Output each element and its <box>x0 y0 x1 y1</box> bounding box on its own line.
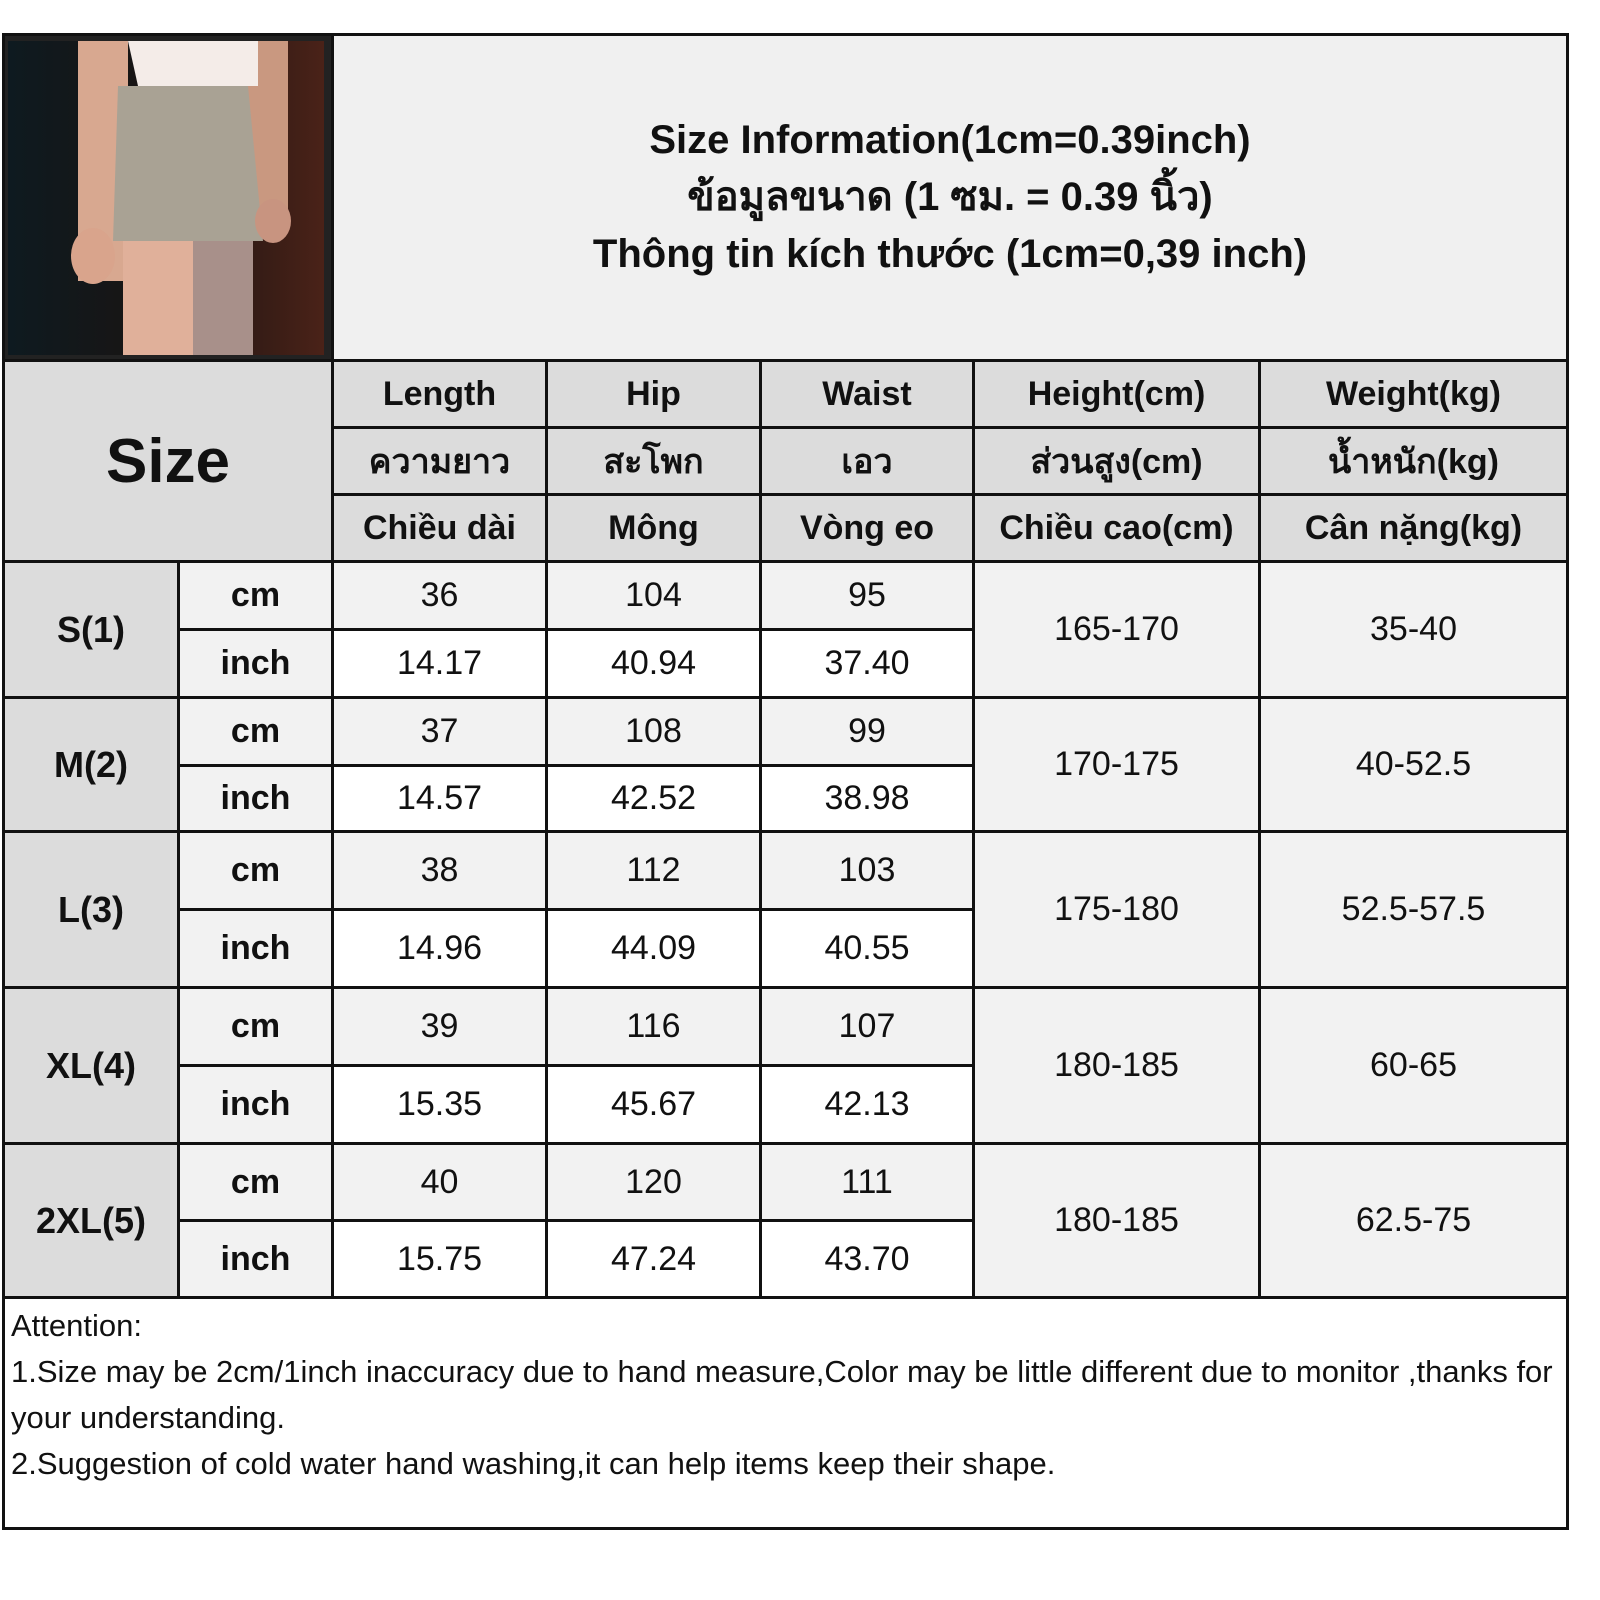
header-length-en: Length <box>331 359 548 429</box>
shorts-model-image <box>8 40 324 355</box>
size-header: Size <box>2 359 334 563</box>
header-height-vi: Chiều cao(cm) <box>972 493 1261 563</box>
unit-cm: cm <box>177 696 334 767</box>
hip-cm: 120 <box>545 1142 762 1222</box>
header-hip-th: สะโพก <box>545 426 762 496</box>
waist-cm: 111 <box>759 1142 975 1222</box>
waist-inch: 40.55 <box>759 908 975 989</box>
length-cm: 40 <box>331 1142 548 1222</box>
header-length-th: ความยาว <box>331 426 548 496</box>
attention-notes: Attention: 1.Size may be 2cm/1inch inacc… <box>2 1296 1569 1530</box>
hip-inch: 40.94 <box>545 628 762 699</box>
attention-note-2: 2.Suggestion of cold water hand washing,… <box>11 1446 1056 1481</box>
title-block: Size Information(1cm=0.39inch) ข้อมูลขนา… <box>331 33 1569 362</box>
waist-cm: 95 <box>759 560 975 631</box>
unit-cm: cm <box>177 1142 334 1222</box>
product-photo <box>2 33 334 362</box>
length-inch: 14.17 <box>331 628 548 699</box>
height-range: 180-185 <box>972 1142 1261 1299</box>
unit-inch: inch <box>177 1064 334 1145</box>
title-english: Size Information(1cm=0.39inch) <box>649 118 1251 162</box>
unit-cm: cm <box>177 560 334 631</box>
waist-cm: 103 <box>759 830 975 911</box>
header-waist-en: Waist <box>759 359 975 429</box>
table-row: inch 15.35 45.67 42.13 <box>4 1064 1568 1145</box>
header-height-en: Height(cm) <box>972 359 1261 429</box>
height-range: 170-175 <box>972 696 1261 833</box>
length-inch: 15.35 <box>331 1064 548 1145</box>
waist-inch: 43.70 <box>759 1219 975 1299</box>
table-row: M(2) cm 37 108 99 170-175 40-52.5 <box>2 696 1569 833</box>
length-cm: 38 <box>331 830 548 911</box>
attention-note-1: 1.Size may be 2cm/1inch inaccuracy due t… <box>11 1354 1553 1435</box>
hip-inch: 42.52 <box>545 764 762 833</box>
attention-heading: Attention: <box>11 1308 142 1343</box>
header-height-th: ส่วนสูง(cm) <box>972 426 1261 496</box>
size-label: S(1) <box>2 560 180 699</box>
header-waist-th: เอว <box>759 426 975 496</box>
size-chart: Size Information(1cm=0.39inch) ข้อมูลขนา… <box>2 33 1569 1530</box>
unit-inch: inch <box>177 1219 334 1299</box>
header-hip-en: Hip <box>545 359 762 429</box>
waist-cm: 107 <box>759 986 975 1067</box>
weight-range: 35-40 <box>1258 560 1569 699</box>
weight-range: 60-65 <box>1258 986 1569 1145</box>
length-inch: 14.57 <box>331 764 548 833</box>
hip-inch: 45.67 <box>545 1064 762 1145</box>
header-waist-vi: Vòng eo <box>759 493 975 563</box>
hip-cm: 116 <box>545 986 762 1067</box>
table-row: inch 15.75 47.24 43.70 <box>4 1219 1568 1299</box>
table-row: 2XL(5) cm 40 120 111 180-185 62.5-75 <box>2 1142 1569 1299</box>
length-inch: 15.75 <box>331 1219 548 1299</box>
header-weight-vi: Cân nặng(kg) <box>1258 493 1569 563</box>
waist-inch: 42.13 <box>759 1064 975 1145</box>
size-table: Size Information(1cm=0.39inch) ข้อมูลขนา… <box>2 33 1569 1530</box>
size-label: 2XL(5) <box>2 1142 180 1299</box>
title-thai: ข้อมูลขนาด (1 ซม. = 0.39 นิ้ว) <box>687 175 1213 219</box>
header-weight-en: Weight(kg) <box>1258 359 1569 429</box>
weight-range: 40-52.5 <box>1258 696 1569 833</box>
weight-range: 62.5-75 <box>1258 1142 1569 1299</box>
waist-inch: 38.98 <box>759 764 975 833</box>
length-cm: 39 <box>331 986 548 1067</box>
unit-cm: cm <box>177 830 334 911</box>
length-cm: 36 <box>331 560 548 631</box>
height-range: 165-170 <box>972 560 1261 699</box>
table-row: inch 14.17 40.94 37.40 <box>4 628 1568 699</box>
waist-cm: 99 <box>759 696 975 767</box>
length-inch: 14.96 <box>331 908 548 989</box>
unit-cm: cm <box>177 986 334 1067</box>
unit-inch: inch <box>177 764 334 833</box>
waist-inch: 37.40 <box>759 628 975 699</box>
header-weight-th: น้ำหนัก(kg) <box>1258 426 1569 496</box>
header-length-vi: Chiều dài <box>331 493 548 563</box>
table-row: XL(4) cm 39 116 107 180-185 60-65 <box>2 986 1569 1145</box>
table-row: L(3) cm 38 112 103 175-180 52.5-57.5 <box>2 830 1569 989</box>
unit-inch: inch <box>177 908 334 989</box>
size-label: M(2) <box>2 696 180 833</box>
unit-inch: inch <box>177 628 334 699</box>
length-cm: 37 <box>331 696 548 767</box>
table-row: inch 14.96 44.09 40.55 <box>4 908 1568 989</box>
title-vietnamese: Thông tin kích thước (1cm=0,39 inch) <box>592 232 1308 276</box>
hip-cm: 112 <box>545 830 762 911</box>
height-range: 180-185 <box>972 986 1261 1145</box>
hip-cm: 104 <box>545 560 762 631</box>
weight-range: 52.5-57.5 <box>1258 830 1569 989</box>
header-hip-vi: Mông <box>545 493 762 563</box>
table-row: inch 14.57 42.52 38.98 <box>4 764 1568 833</box>
hip-inch: 47.24 <box>545 1219 762 1299</box>
size-label: L(3) <box>2 830 180 989</box>
table-row: S(1) cm 36 104 95 165-170 35-40 <box>2 560 1569 699</box>
hip-inch: 44.09 <box>545 908 762 989</box>
size-label: XL(4) <box>2 986 180 1145</box>
hip-cm: 108 <box>545 696 762 767</box>
height-range: 175-180 <box>972 830 1261 989</box>
